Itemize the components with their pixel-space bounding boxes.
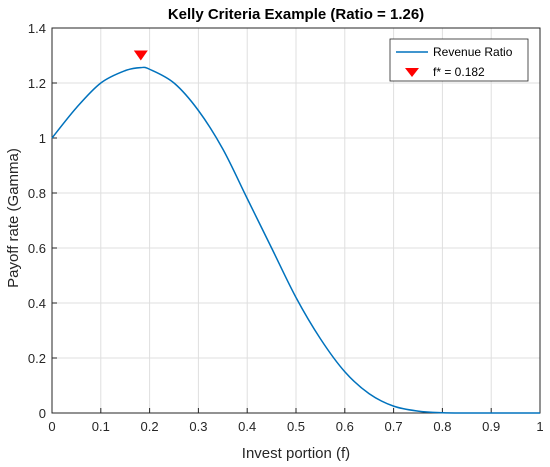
series-group [51,66,540,414]
x-tick-label: 0.5 [287,419,305,434]
y-tick-label: 0.2 [28,351,46,366]
marker-group [133,50,148,61]
y-tick-label: 0.6 [28,241,46,256]
y-tick-label: 0.4 [28,296,46,311]
x-tick-label: 0.3 [189,419,207,434]
legend-marker-f-star [405,68,419,77]
x-tick-label: 0.2 [141,419,159,434]
x-tick-label: 0.8 [433,419,451,434]
legend-label-f-star: f* = 0.182 [433,65,485,79]
x-tick-label: 0.1 [92,419,110,434]
x-tick-label: 0.9 [482,419,500,434]
y-tick-label: 1.4 [28,21,46,36]
legend: Revenue Ratio f* = 0.182 [389,38,529,82]
x-tick-label: 1 [536,419,543,434]
legend-label-revenue-ratio: Revenue Ratio [433,45,513,59]
x-tick-label: 0.6 [336,419,354,434]
series-line-revenue-ratio [51,66,540,414]
y-tick-label: 0.8 [28,186,46,201]
x-tick-label: 0 [48,419,55,434]
optimal-point-marker [133,50,148,61]
y-tick-label: 0 [39,406,46,421]
x-tick-label: 0.4 [238,419,256,434]
x-tick-label: 0.7 [385,419,403,434]
y-axis-label: Payoff rate (Gamma) [5,148,22,288]
chart-title: Kelly Criteria Example (Ratio = 1.26) [168,6,424,23]
x-axis-label: Invest portion (f) [242,445,350,462]
y-tick-label: 1 [39,131,46,146]
y-tick-label: 1.2 [28,76,46,91]
axis-ticks: 0 0.1 0.2 0.3 0.4 0.5 0.6 0.7 0.8 0.9 1 0 0.2 0.4 0.6 0… [28,21,544,434]
